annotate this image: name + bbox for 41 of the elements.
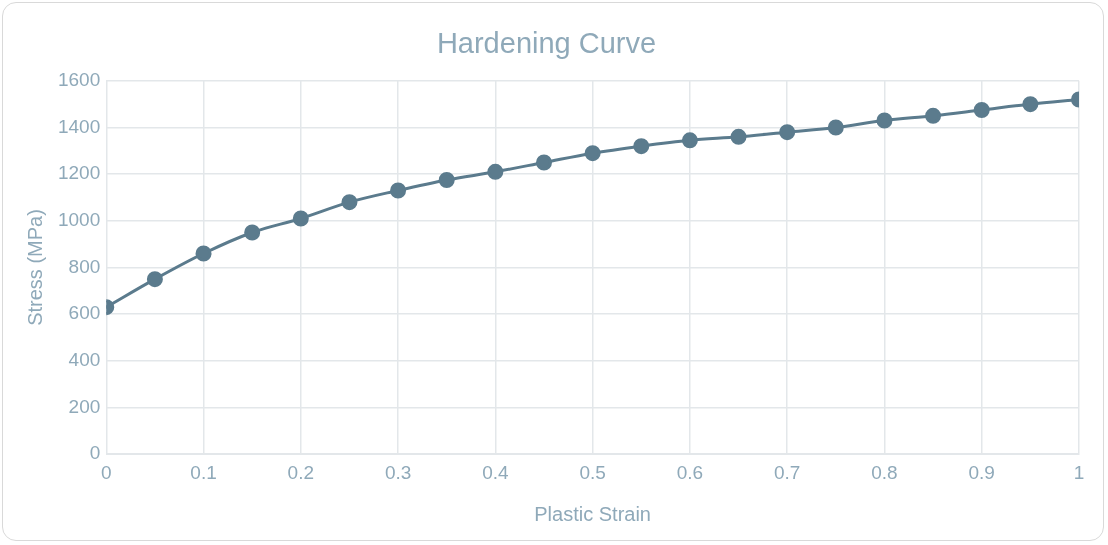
y-tick-label: 200 (68, 395, 101, 417)
point (390, 182, 407, 199)
point (925, 107, 942, 124)
y-tick-label: 1200 (57, 162, 101, 184)
y-tick-label: 1400 (57, 115, 101, 137)
y-axis-title: Stress (MPa) (23, 209, 46, 326)
point (195, 245, 212, 262)
point (633, 138, 650, 155)
y-tick-label: 400 (68, 349, 101, 371)
point (973, 101, 990, 118)
y-tick-label: 1000 (57, 209, 101, 231)
x-tick-label: 0.2 (287, 461, 315, 483)
x-axis-title: Plastic Strain (534, 502, 651, 525)
x-tick-label: 0.4 (482, 461, 509, 483)
point (244, 224, 261, 241)
point (292, 210, 309, 227)
y-tick-label: 800 (68, 255, 101, 277)
x-tick-label: 0.9 (968, 461, 995, 483)
point (730, 128, 747, 145)
chart-title: Hardening Curve (436, 27, 657, 60)
x-tick-label: 0.7 (773, 461, 801, 483)
y-tick-label: 600 (68, 302, 101, 324)
y-tick-label: 0 (89, 442, 101, 464)
point (146, 271, 163, 288)
point (681, 132, 698, 149)
point (487, 163, 504, 180)
point (876, 112, 893, 129)
y-tick-label: 1600 (57, 69, 101, 91)
point (341, 194, 358, 211)
x-tick-label: 0.1 (190, 461, 217, 483)
x-tick-label: 0.3 (384, 461, 412, 483)
x-tick-label: 0.6 (676, 461, 704, 483)
point (438, 171, 455, 188)
x-tick-label: 1 (1073, 461, 1085, 483)
point (827, 119, 844, 136)
x-tick-label: 0.8 (871, 461, 898, 483)
x-tick-label: 0.5 (579, 461, 606, 483)
point (1022, 96, 1039, 113)
point (584, 145, 601, 162)
point (536, 154, 552, 171)
point (779, 124, 796, 141)
